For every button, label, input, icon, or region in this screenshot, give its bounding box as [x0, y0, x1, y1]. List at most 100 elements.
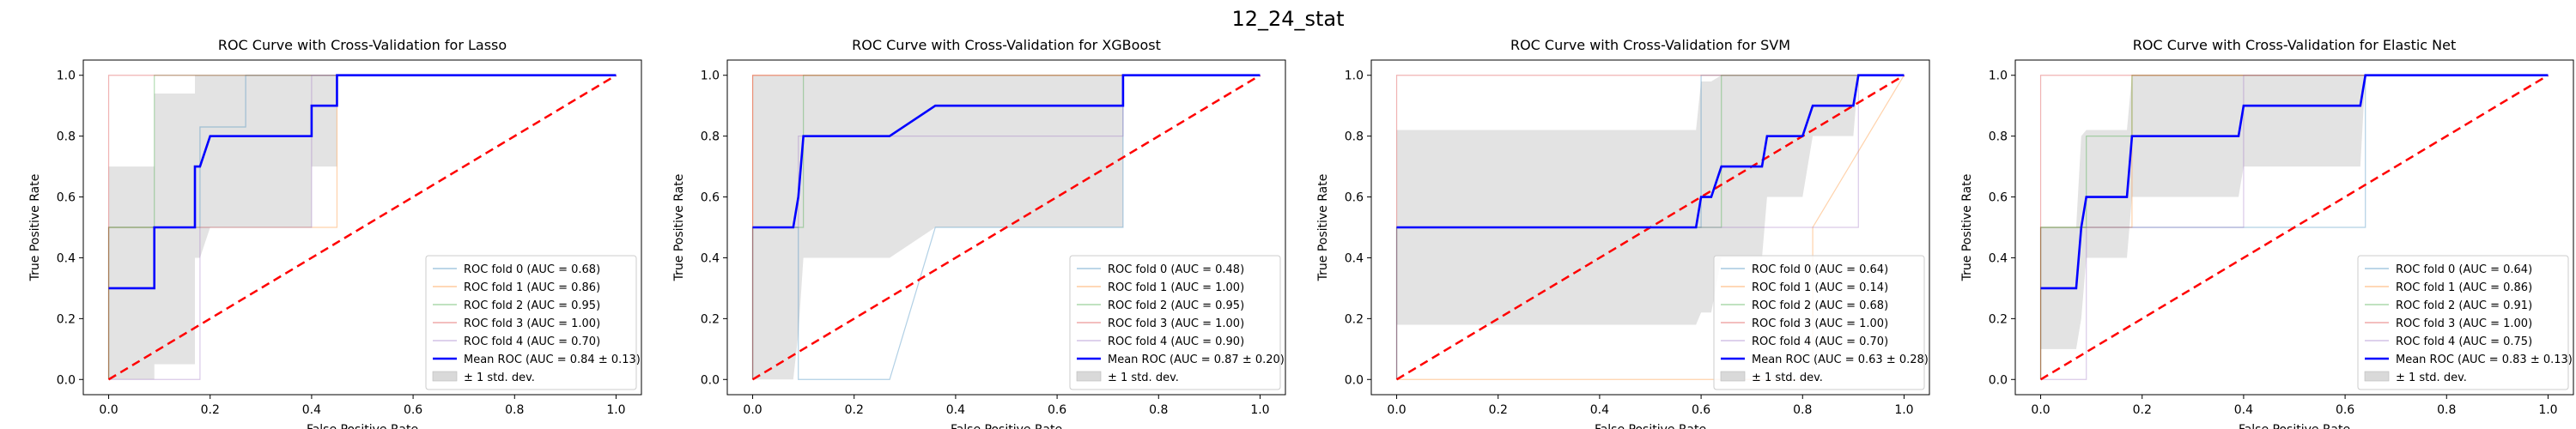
fold-curve [751, 75, 1261, 380]
legend-fold-label: ROC fold 3 (AUC = 1.00) [1752, 317, 1888, 330]
fold-curve [108, 75, 617, 380]
fold-curve [751, 75, 1261, 380]
y-tick-label: 0.8 [57, 130, 76, 144]
legend-fold-label: ROC fold 3 (AUC = 1.00) [464, 317, 600, 330]
x-tick-label: 0.2 [845, 403, 864, 417]
legend-box [1713, 255, 1925, 390]
y-tick-label: 0.0 [1345, 373, 1364, 387]
std-dev-band [108, 75, 617, 380]
roc-panel: 0.0 0.2 0.4 0.6 0.8 1.0 0.0 0.2 0.4 0.6 0.8 1.0 ROC … [672, 37, 1286, 429]
panel-title: ROC Curve with Cross-Validation for Elas… [2133, 37, 2457, 53]
legend-std-label: ± 1 std. dev. [1752, 372, 1823, 384]
y-tick-label: 0.6 [1989, 191, 2008, 205]
y-tick-label: 0.8 [1345, 130, 1364, 144]
legend-mean-label: Mean ROC (AUC = 0.63 ± 0.28) [1752, 353, 1929, 366]
axes-frame [82, 59, 642, 396]
chance-line [2039, 74, 2549, 381]
y-axis-label: True Positive Rate [28, 174, 42, 282]
x-tick-label: 1.0 [1894, 403, 1913, 417]
legend: ROC fold 0 (AUC = 0.68) ROC fold 1 (AUC =… [425, 255, 641, 390]
y-tick-label: 1.0 [1345, 69, 1364, 83]
mean-roc-line [752, 74, 1261, 229]
y-tick-label: 0.8 [701, 130, 720, 144]
legend-std-swatch [1720, 371, 1746, 382]
y-tick-label: 0.8 [1989, 130, 2008, 144]
legend-fold-label: ROC fold 3 (AUC = 1.00) [2396, 317, 2532, 330]
panel-title: ROC Curve with Cross-Validation for XGBo… [852, 37, 1161, 53]
chance-line [751, 74, 1261, 381]
fold-curve [1395, 75, 1905, 380]
x-tick-label: 0.2 [2133, 403, 2152, 417]
fold-curve [751, 75, 1261, 380]
legend: ROC fold 0 (AUC = 0.64) ROC fold 1 (AUC =… [2357, 255, 2573, 390]
legend-std-swatch [2364, 371, 2390, 382]
legend-std-swatch [1076, 371, 1102, 382]
y-tick-label: 1.0 [57, 69, 76, 83]
x-axis-label: False Positive Rate [2239, 423, 2350, 429]
x-tick-label: 0.2 [201, 403, 220, 417]
roc-panel: 0.0 0.2 0.4 0.6 0.8 1.0 0.0 0.2 0.4 0.6 0.8 1.0 ROC … [1960, 37, 2574, 429]
figure-suptitle: 12_24_stat [1231, 7, 1344, 31]
y-tick-label: 0.4 [701, 251, 720, 265]
mean-roc-line [108, 74, 617, 290]
y-tick-label: 0.4 [1989, 251, 2008, 265]
std-dev-band [1396, 75, 1905, 325]
legend-fold-label: ROC fold 2 (AUC = 0.91) [2396, 299, 2532, 312]
y-tick-label: 0.4 [57, 251, 76, 265]
x-tick-label: 0.2 [1489, 403, 1508, 417]
legend-std-label: ± 1 std. dev. [2396, 372, 2467, 384]
legend-box [2357, 255, 2569, 390]
panel-title: ROC Curve with Cross-Validation for SVM [1510, 37, 1790, 53]
axes-frame [1370, 59, 1930, 396]
y-tick-label: 0.6 [701, 191, 720, 205]
x-tick-label: 0.6 [1692, 403, 1710, 417]
legend-fold-label: ROC fold 2 (AUC = 0.95) [1108, 299, 1244, 312]
panel-title: ROC Curve with Cross-Validation for Lass… [218, 37, 507, 53]
axes-frame [726, 59, 1286, 396]
legend: ROC fold 0 (AUC = 0.64) ROC fold 1 (AUC =… [1713, 255, 1929, 390]
y-tick-label: 0.0 [57, 373, 76, 387]
mean-roc-line [1396, 74, 1905, 229]
y-tick-label: 0.4 [1345, 251, 1364, 265]
x-tick-label: 0.0 [743, 403, 762, 417]
x-tick-label: 0.0 [1387, 403, 1406, 417]
y-tick-label: 1.0 [1989, 69, 2008, 83]
fold-curve [1395, 75, 1905, 380]
legend-fold-label: ROC fold 1 (AUC = 0.86) [2396, 281, 2532, 294]
y-tick-label: 1.0 [701, 69, 720, 83]
x-tick-label: 0.6 [2336, 403, 2354, 417]
x-tick-label: 1.0 [2538, 403, 2557, 417]
x-tick-label: 1.0 [1250, 403, 1269, 417]
y-tick-label: 0.0 [1989, 373, 2008, 387]
y-tick-label: 0.0 [701, 373, 720, 387]
x-tick-label: 0.8 [2437, 403, 2456, 417]
legend-std-label: ± 1 std. dev. [1108, 372, 1179, 384]
mean-roc-line [2040, 74, 2549, 290]
std-dev-band [2040, 75, 2549, 349]
chance-line [107, 74, 617, 381]
legend-mean-label: Mean ROC (AUC = 0.87 ± 0.20) [1108, 353, 1285, 366]
y-tick-label: 0.2 [1345, 312, 1364, 326]
y-axis-label: True Positive Rate [1960, 174, 1974, 282]
x-tick-label: 0.8 [1793, 403, 1812, 417]
legend-box [1069, 255, 1281, 390]
legend-std-label: ± 1 std. dev. [464, 372, 535, 384]
y-tick-label: 0.2 [701, 312, 720, 326]
legend: ROC fold 0 (AUC = 0.48) ROC fold 1 (AUC =… [1069, 255, 1285, 390]
x-axis-label: False Positive Rate [1595, 423, 1706, 429]
legend-fold-label: ROC fold 1 (AUC = 0.14) [1752, 281, 1888, 294]
legend-fold-label: ROC fold 4 (AUC = 0.70) [464, 335, 600, 348]
fold-curve [2039, 75, 2549, 380]
x-tick-label: 0.6 [404, 403, 422, 417]
fold-curve [2039, 75, 2549, 380]
legend-fold-label: ROC fold 1 (AUC = 1.00) [1108, 281, 1244, 294]
x-tick-label: 0.6 [1048, 403, 1066, 417]
legend-fold-label: ROC fold 0 (AUC = 0.64) [1752, 263, 1888, 276]
y-axis-label: True Positive Rate [1316, 174, 1330, 282]
x-tick-label: 0.0 [99, 403, 118, 417]
x-tick-label: 0.4 [1590, 403, 1609, 417]
fold-curve [2040, 75, 2549, 380]
axes-frame [2014, 59, 2574, 396]
x-tick-label: 0.4 [2234, 403, 2253, 417]
